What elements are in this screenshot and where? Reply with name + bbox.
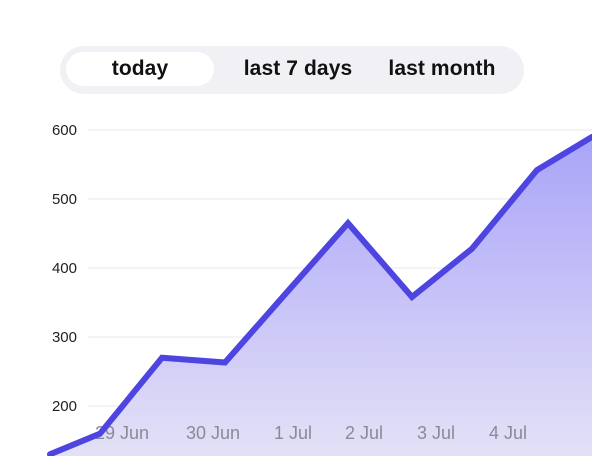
- y-tick-label: 600: [52, 122, 77, 139]
- range-selector: today last 7 days last month: [60, 46, 524, 94]
- area-fill: [50, 136, 592, 456]
- y-tick-label: 500: [52, 191, 77, 208]
- x-tick-label: 29 Jun: [95, 423, 149, 443]
- range-option-last-month[interactable]: last month: [388, 57, 496, 80]
- x-tick-label: 1 Jul: [274, 423, 312, 443]
- x-tick-label: 2 Jul: [345, 423, 383, 443]
- series-line: [47, 133, 592, 456]
- x-tick-label: 4 Jul: [489, 423, 527, 443]
- y-axis-ticks: 200 300 400 500 600: [52, 122, 77, 415]
- x-axis-ticks: 29 Jun 30 Jun 1 Jul 2 Jul 3 Jul 4 Jul: [95, 423, 527, 443]
- y-tick-label: 300: [52, 329, 77, 346]
- x-tick-label: 3 Jul: [417, 423, 455, 443]
- x-tick-label: 30 Jun: [186, 423, 240, 443]
- y-tick-label: 400: [52, 260, 77, 277]
- range-option-today[interactable]: today: [66, 52, 214, 86]
- range-option-last-7-days[interactable]: last 7 days: [243, 57, 353, 80]
- y-tick-label: 200: [52, 398, 77, 415]
